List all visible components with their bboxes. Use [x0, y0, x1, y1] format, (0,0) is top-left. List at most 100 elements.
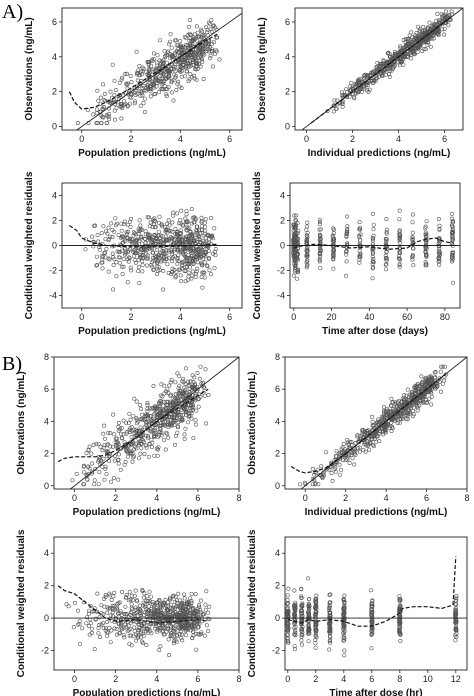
- data-point: [409, 45, 414, 50]
- data-point: [166, 423, 171, 428]
- data-point: [184, 410, 189, 415]
- x-tick-label: 2: [129, 134, 134, 144]
- data-point: [134, 49, 139, 54]
- data-point: [194, 647, 199, 652]
- data-point: [122, 440, 127, 445]
- data-point: [345, 228, 350, 233]
- data-point: [146, 627, 151, 632]
- data-point: [397, 262, 402, 267]
- data-point: [75, 121, 80, 126]
- data-point: [442, 364, 447, 369]
- data-point: [344, 249, 349, 254]
- data-point: [198, 364, 203, 369]
- data-point: [163, 616, 168, 621]
- data-point: [198, 240, 203, 245]
- data-point: [170, 269, 175, 274]
- data-point: [399, 413, 404, 418]
- data-point: [331, 103, 336, 108]
- data-point: [112, 78, 117, 83]
- data-point: [299, 594, 304, 599]
- data-point: [144, 642, 149, 647]
- data-point: [379, 425, 384, 430]
- data-point: [119, 77, 124, 82]
- data-point: [153, 67, 158, 72]
- data-point: [123, 612, 128, 617]
- data-point: [116, 233, 121, 238]
- data-point: [384, 231, 389, 236]
- data-point: [192, 375, 197, 380]
- data-point: [429, 402, 434, 407]
- data-point: [173, 380, 178, 385]
- data-point: [176, 386, 181, 391]
- data-point: [339, 100, 344, 105]
- data-point: [350, 456, 355, 461]
- data-point: [203, 228, 208, 233]
- data-point: [286, 625, 291, 630]
- data-point: [345, 438, 350, 443]
- data-point: [109, 221, 114, 226]
- x-tick-label: 2: [113, 493, 118, 503]
- data-point: [352, 96, 357, 101]
- data-point: [188, 379, 193, 384]
- data-point: [344, 234, 349, 239]
- data-point: [70, 478, 75, 483]
- data-point: [103, 592, 108, 597]
- data-point: [162, 256, 167, 261]
- data-point: [186, 379, 191, 384]
- data-point: [415, 404, 420, 409]
- data-point: [397, 217, 402, 222]
- data-point: [411, 405, 416, 410]
- data-point: [139, 227, 144, 232]
- data-point: [285, 593, 290, 598]
- data-point: [197, 58, 202, 63]
- data-point: [357, 220, 362, 225]
- x-tick-label: 4: [178, 312, 183, 322]
- data-point: [163, 225, 168, 230]
- data-point: [169, 618, 174, 623]
- data-point: [357, 248, 362, 253]
- data-point: [395, 420, 400, 425]
- data-point: [91, 239, 96, 244]
- data-point: [190, 407, 195, 412]
- data-point: [380, 73, 385, 78]
- data-point: [138, 247, 143, 252]
- data-point: [124, 420, 129, 425]
- loess-trend-line: [310, 16, 452, 124]
- data-point: [160, 234, 165, 239]
- data-point: [212, 226, 217, 231]
- y-axis-label: Observations (ng/mL): [247, 371, 258, 474]
- data-point: [285, 601, 290, 606]
- data-point: [167, 69, 172, 74]
- data-point: [199, 227, 204, 232]
- data-point: [295, 251, 300, 256]
- data-point: [370, 266, 375, 271]
- data-point: [313, 637, 318, 642]
- data-point: [342, 598, 347, 603]
- data-point: [208, 56, 213, 61]
- data-point: [370, 259, 375, 264]
- data-point: [185, 261, 190, 266]
- x-tick-label: 8: [464, 493, 469, 503]
- loess-trend-line: [57, 585, 209, 624]
- data-point: [202, 220, 207, 225]
- x-axis-label: Population predictions (ng/mL): [78, 148, 226, 159]
- data-point: [173, 275, 178, 280]
- data-point: [153, 410, 158, 415]
- data-point: [285, 601, 290, 606]
- data-point: [138, 93, 143, 98]
- data-point: [197, 256, 202, 261]
- y-tick-label: 2: [52, 216, 57, 226]
- data-point: [151, 238, 156, 243]
- data-point: [397, 608, 402, 613]
- data-point: [344, 259, 349, 264]
- y-axis-label: Conditional weighted residuals: [252, 171, 263, 319]
- data-point: [177, 374, 182, 379]
- data-point: [438, 389, 443, 394]
- data-point: [428, 44, 433, 49]
- data-point: [150, 444, 155, 449]
- data-point: [293, 630, 298, 635]
- data-point: [145, 263, 150, 268]
- data-point: [213, 247, 218, 252]
